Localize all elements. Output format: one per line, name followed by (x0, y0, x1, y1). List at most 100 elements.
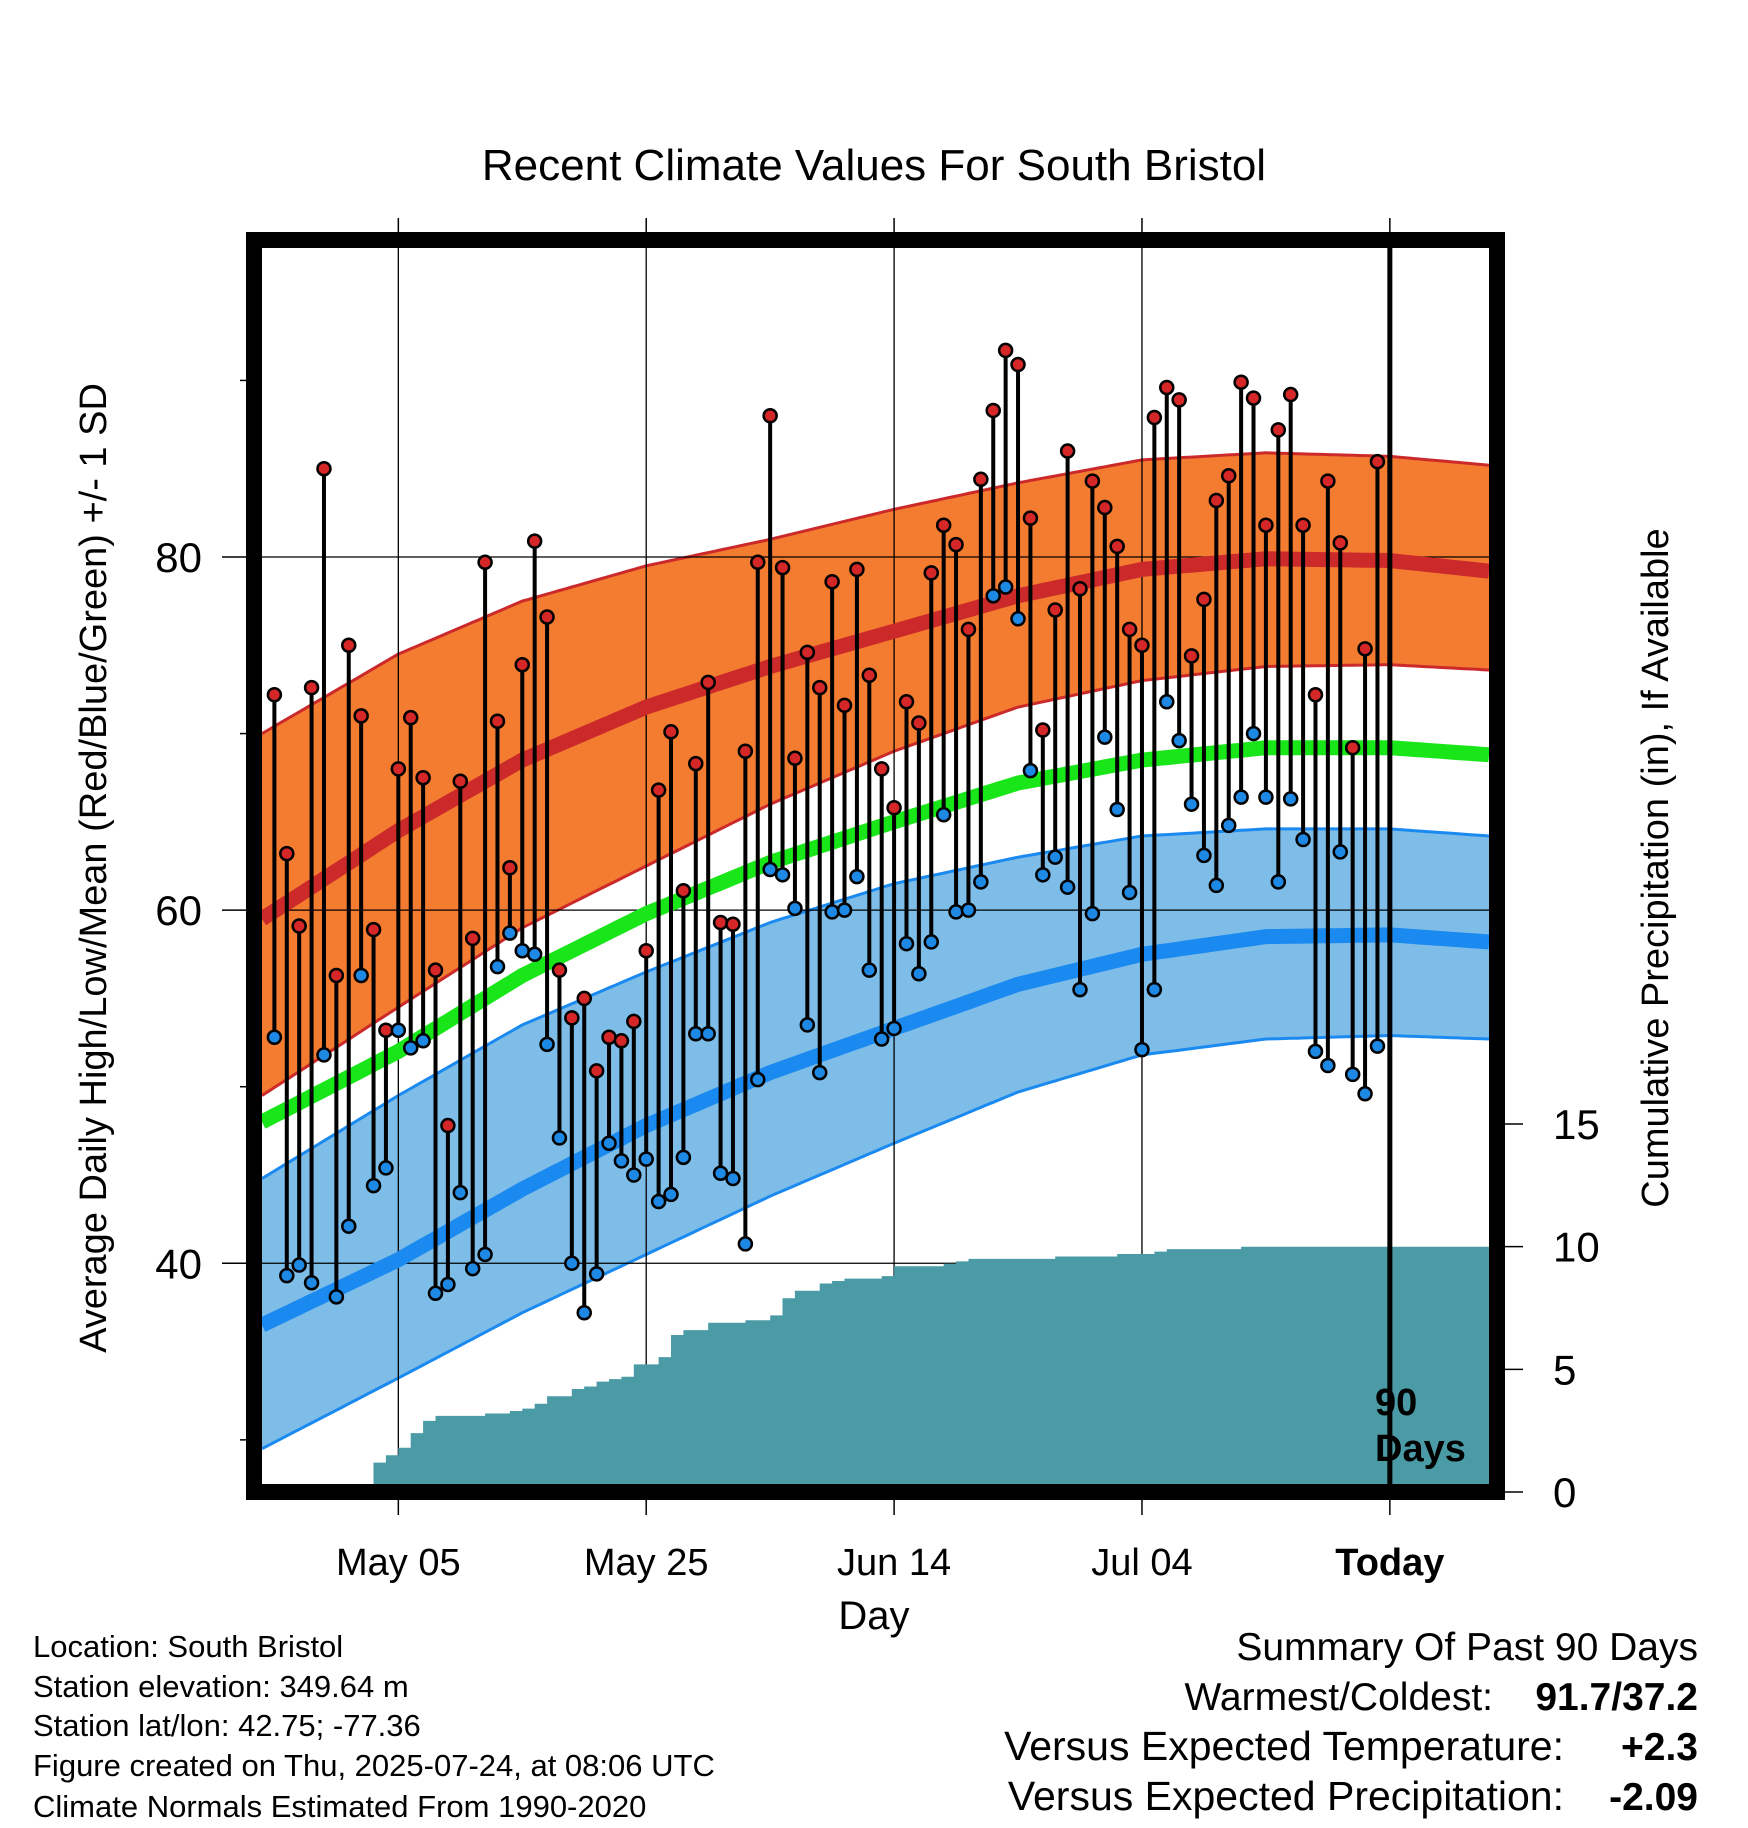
footer-location: Location: South Bristol (33, 1629, 343, 1664)
daily-high-point (1035, 722, 1051, 738)
daily-high-point (279, 845, 295, 862)
daily-low-point (279, 1267, 295, 1284)
daily-high-point (997, 342, 1014, 359)
daily-low-point (1369, 1038, 1386, 1054)
daily-low-point (1059, 879, 1076, 895)
daily-high-point (923, 565, 940, 581)
daily-low-point (464, 1260, 481, 1277)
daily-low-point (973, 874, 989, 890)
summary-warmest-label: Warmest/Coldest: (1185, 1676, 1493, 1719)
daily-low-point (1332, 844, 1349, 860)
daily-high-point (526, 533, 543, 549)
daily-low-point (1258, 789, 1274, 805)
high-lower-edge (262, 663, 1489, 1097)
daily-low-point (688, 1025, 704, 1042)
daily-high-point (638, 943, 654, 959)
daily-low-point (811, 1064, 828, 1081)
daily-high-point (626, 1013, 642, 1030)
daily-high-point (502, 860, 518, 876)
daily-low-point (873, 1031, 890, 1047)
daily-low-point (1320, 1057, 1336, 1074)
daily-low-point (1134, 1041, 1150, 1058)
daily-high-point (737, 743, 754, 759)
daily-high-point (861, 667, 878, 684)
daily-low-point (303, 1274, 320, 1291)
daily-high-point (514, 656, 531, 673)
summary-panel: Summary Of Past 90 Days Warmest/Coldest:… (1004, 1626, 1698, 1819)
daily-high-point (911, 715, 927, 731)
daily-high-point (266, 686, 283, 703)
daily-low-point (1220, 817, 1237, 834)
daily-high-point (935, 517, 952, 533)
summary-precip-label: Versus Expected Precipitation: (1008, 1773, 1564, 1819)
daily-low-point (328, 1289, 345, 1305)
daily-high-point (1059, 443, 1076, 459)
daily-high-point (613, 1033, 630, 1049)
daily-low-point (1233, 789, 1249, 805)
daily-high-point (849, 561, 865, 578)
daily-low-point (935, 807, 952, 823)
daily-high-point (1320, 473, 1336, 489)
daily-low-point (997, 579, 1014, 595)
daily-low-point (886, 1020, 902, 1037)
daily-high-point (1220, 468, 1237, 484)
daily-low-point (675, 1149, 692, 1166)
daily-low-point (1047, 849, 1063, 865)
daily-high-point (1270, 422, 1287, 438)
daily-low-point (1183, 796, 1200, 812)
daily-high-point (1258, 517, 1274, 533)
daily-low-point (353, 967, 369, 984)
daily-low-point (539, 1036, 555, 1053)
daily-high-point (688, 755, 704, 772)
daily-high-point (1357, 641, 1373, 657)
daily-high-point (1171, 392, 1187, 408)
footer-created: Figure created on Thu, 2025-07-24, at 08… (33, 1748, 715, 1783)
daily-high-point (576, 990, 592, 1007)
daily-low-point (985, 588, 1001, 604)
daily-high-point (1109, 538, 1125, 555)
daily-low-point (787, 900, 803, 917)
daily-low-point (452, 1184, 469, 1201)
daily-high-point (1047, 602, 1063, 618)
daily-low-point (762, 861, 778, 878)
daily-low-point (564, 1255, 580, 1272)
daily-low-point (266, 1029, 283, 1046)
daily-low-point (526, 946, 543, 963)
summary-temp-value: +2.3 (1621, 1726, 1698, 1769)
y-tick-label: 80 (155, 534, 202, 581)
daily-high-point (762, 407, 778, 424)
daily-low-point (836, 902, 853, 918)
daily-low-point (960, 902, 977, 918)
daily-high-point (588, 1063, 605, 1079)
daily-high-point (1010, 356, 1026, 373)
daily-low-point (861, 962, 878, 978)
x-tick-label: Today (1335, 1542, 1444, 1584)
daily-high-point (402, 709, 419, 726)
daily-high-point (811, 679, 828, 696)
chart-title: Recent Climate Values For South Bristol (482, 141, 1266, 190)
daily-low-point (700, 1025, 716, 1042)
daily-low-point (750, 1071, 766, 1088)
daily-low-point (712, 1165, 729, 1181)
daily-high-point (1022, 510, 1039, 526)
daily-low-point (650, 1193, 667, 1210)
daily-high-point (341, 637, 357, 654)
daily-high-point (712, 914, 729, 931)
daily-low-point (948, 904, 964, 920)
daily-low-point (1097, 729, 1113, 745)
daily-high-point (390, 761, 407, 777)
daily-high-point (650, 782, 667, 798)
x-tick-label: May 05 (336, 1542, 461, 1584)
y2-tick-label: 0 (1553, 1469, 1576, 1516)
daily-low-point (911, 965, 927, 982)
daily-low-point (378, 1160, 394, 1176)
normal-high-line (262, 551, 1489, 926)
daily-high-point (1097, 499, 1113, 516)
daily-low-point (588, 1266, 605, 1282)
summary-title: Summary Of Past 90 Days (1236, 1626, 1698, 1669)
daily-low-point (427, 1285, 444, 1302)
daily-low-point (1121, 884, 1138, 901)
daily-high-point (477, 554, 493, 571)
daily-high-point (700, 674, 716, 691)
daily-low-point (390, 1022, 407, 1038)
